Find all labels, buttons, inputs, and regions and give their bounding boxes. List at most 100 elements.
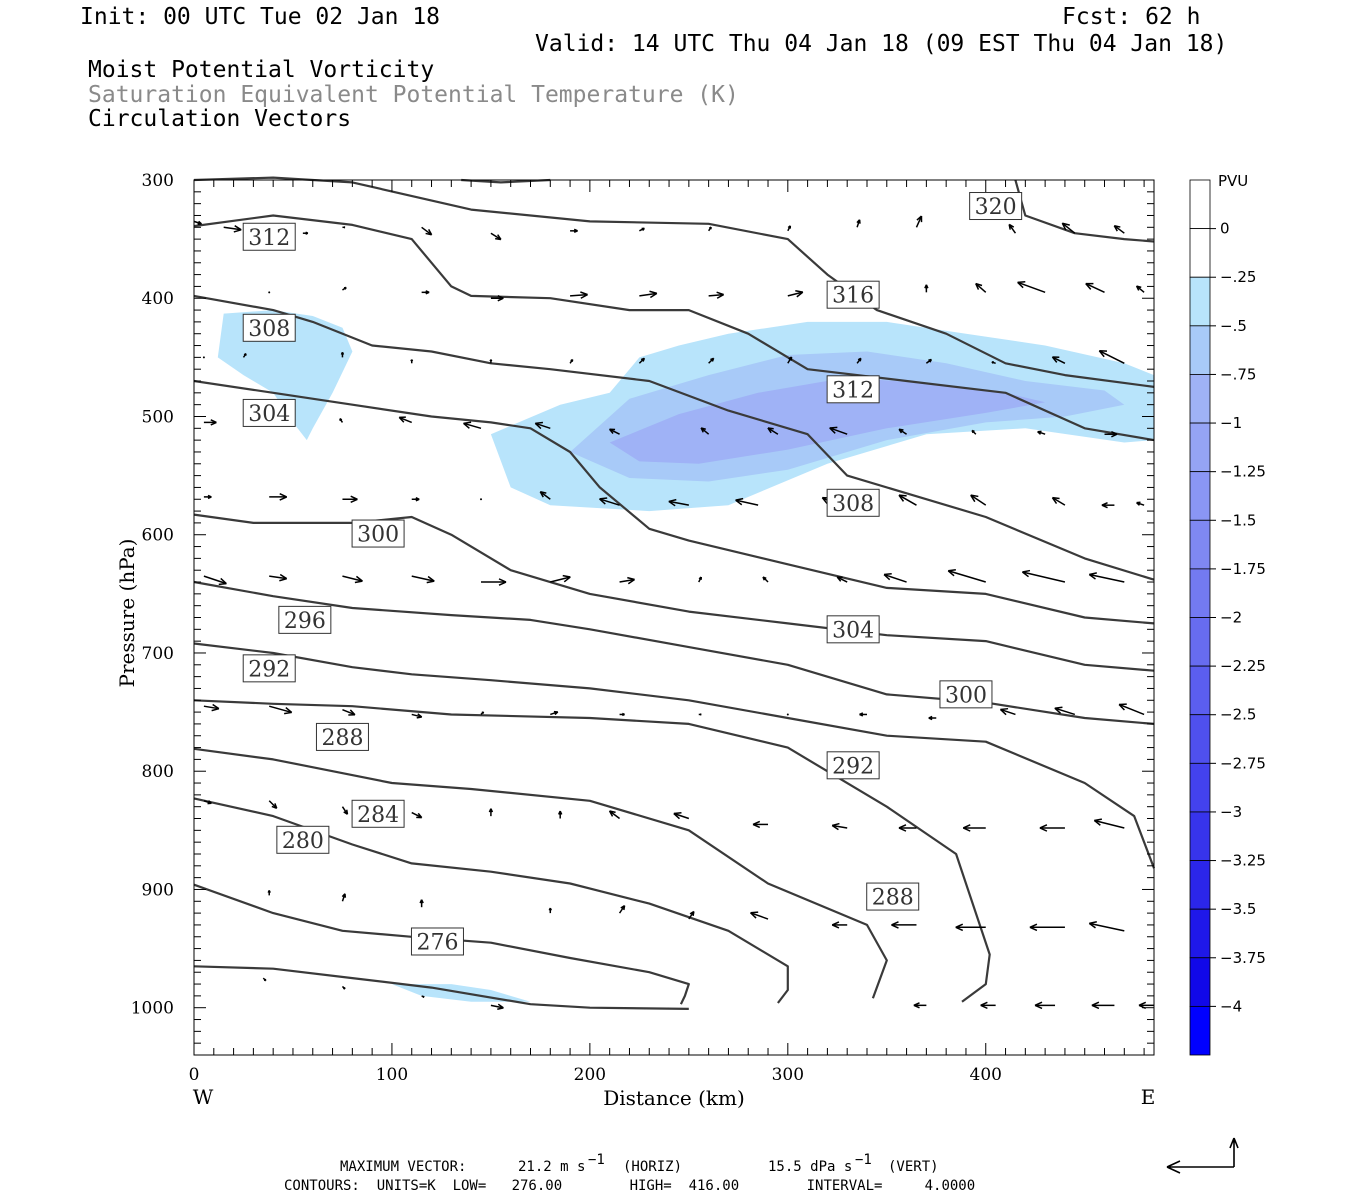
svg-text:296: 296	[284, 609, 326, 634]
circulation-vector	[787, 356, 793, 364]
contour-labels: 276 280 284 288 288 292 292 296 300 300 304 304 308 3…	[242, 192, 1023, 956]
circulation-vector	[925, 358, 933, 364]
circulation-vector	[342, 709, 356, 716]
circulation-vector	[398, 416, 413, 424]
circulation-vector	[1104, 431, 1118, 438]
circulation-vector	[1021, 569, 1066, 583]
pv-region-4	[609, 377, 1046, 464]
contour-label: 292	[242, 654, 296, 683]
circulation-vector	[898, 824, 917, 832]
circulation-vector	[928, 715, 937, 721]
colorbar-swatch	[1189, 811, 1211, 861]
contour-label: 304	[826, 615, 880, 644]
circulation-vector	[569, 358, 574, 364]
circulation-vector	[341, 893, 347, 902]
pv-region-0	[217, 310, 353, 441]
circulation-vector	[342, 575, 363, 584]
colorbar-swatch	[1189, 568, 1211, 618]
circulation-vector	[490, 295, 504, 302]
circulation-vector	[570, 228, 578, 234]
circulation-vector	[342, 226, 346, 229]
x-axis-label: Distance (km)	[603, 1086, 745, 1110]
max-vector-label: MAXIMUM VECTOR:	[340, 1159, 466, 1175]
circulation-vector	[1051, 496, 1066, 506]
circulation-vector	[1037, 430, 1046, 435]
contour-line-316-16	[193, 214, 1155, 442]
circulation-vector	[698, 713, 702, 716]
circulation-vector	[1051, 356, 1066, 364]
circulation-vector	[302, 231, 309, 235]
valid-time: Valid: 14 UTC Thu 04 Jan 18 (09 EST Thu …	[535, 31, 1227, 57]
circulation-vector	[1088, 572, 1125, 583]
circulation-vector	[411, 713, 423, 719]
circulation-vector	[991, 361, 996, 364]
contour-line-304-10	[193, 513, 1155, 672]
colorbar-swatch	[1189, 422, 1211, 473]
vert-exponent: −1	[855, 1152, 872, 1168]
x-tick-label: 200	[574, 1065, 606, 1085]
circulation-vector	[203, 575, 227, 586]
circulation-vector	[668, 498, 689, 507]
circulation-vector	[548, 907, 552, 914]
circulation-vector	[242, 352, 247, 358]
circulation-vector	[831, 921, 848, 929]
x-tick-label: 300	[772, 1065, 804, 1085]
circulation-vector	[856, 219, 861, 228]
contour-label: 288	[866, 882, 920, 911]
circulation-vector	[883, 573, 907, 583]
circulation-vector	[1039, 824, 1065, 832]
plot-axes: 0 100 200 300 400 300 400 500 600 700 800 900 1000	[131, 171, 1155, 1085]
svg-text:316: 316	[832, 284, 874, 309]
colorbar-swatch	[1189, 374, 1211, 424]
colorbar-label: −2.5	[1220, 706, 1256, 724]
circulation-vector	[599, 497, 620, 506]
circulation-vector	[700, 427, 710, 435]
circulation-vector	[999, 707, 1016, 716]
circulation-vector	[891, 921, 917, 929]
field-title-vectors: Circulation Vectors	[88, 106, 351, 132]
circulation-vector	[268, 800, 278, 809]
svg-text:304: 304	[248, 402, 290, 427]
circulation-vector	[708, 226, 712, 232]
horiz-exponent: −1	[588, 1152, 605, 1168]
contour-label: 312	[242, 222, 296, 251]
colorbar-swatch	[1189, 179, 1211, 230]
svg-text:304: 304	[832, 618, 874, 643]
circulation-vector	[267, 890, 271, 896]
colorbar-swatch	[1189, 762, 1211, 813]
pv-shading-layer	[217, 310, 1154, 1002]
circulation-vector	[463, 421, 482, 430]
circulation-vector	[223, 225, 242, 233]
colorbar-label: −4	[1220, 997, 1242, 1015]
svg-text:308: 308	[832, 492, 874, 517]
contour-label: 292	[826, 751, 880, 780]
circulation-vector	[608, 810, 621, 820]
svg-text:320: 320	[975, 195, 1017, 220]
circulation-vector	[856, 357, 862, 364]
max-vector-horiz: 21.2 m s	[518, 1159, 585, 1175]
circulation-vector	[688, 910, 695, 920]
circulation-vector	[980, 1001, 996, 1010]
circulation-vector	[735, 497, 759, 506]
circulation-vector	[268, 291, 271, 294]
circulation-vector	[618, 904, 626, 914]
contour-label: 320	[969, 192, 1023, 221]
circulation-vector	[608, 428, 620, 435]
circulation-vector	[829, 426, 848, 435]
circulation-vector	[836, 576, 848, 583]
colorbar-swatch	[1189, 276, 1211, 327]
circulation-vector	[1101, 501, 1115, 509]
colorbar-label: −1.75	[1220, 560, 1266, 578]
contour-line-276-0	[193, 965, 689, 1010]
circulation-vector	[411, 497, 420, 502]
circulation-vector	[898, 428, 907, 435]
colorbar-label: −3	[1220, 803, 1242, 821]
circulation-vector	[1118, 703, 1145, 716]
circulation-vector	[970, 494, 987, 506]
y-tick-label: 500	[142, 407, 174, 427]
colorbar-label: −3.75	[1220, 949, 1266, 967]
colorbar-label: −1	[1220, 414, 1242, 432]
horiz-unit: (HORIZ)	[623, 1159, 682, 1175]
circulation-vector	[203, 494, 212, 500]
circulation-vector	[341, 985, 346, 990]
